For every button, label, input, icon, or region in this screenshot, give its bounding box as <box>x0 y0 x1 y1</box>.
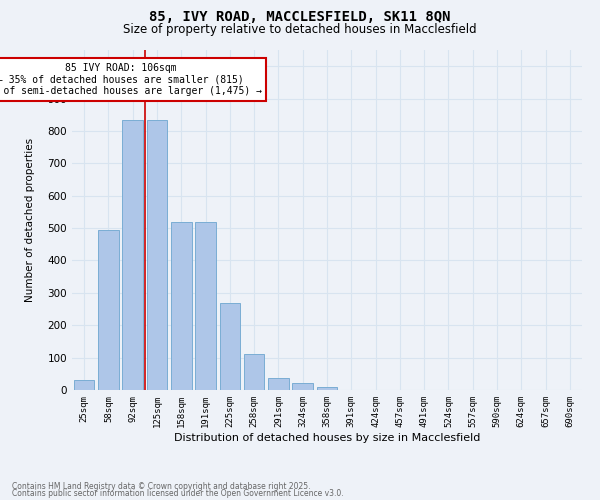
Text: 85, IVY ROAD, MACCLESFIELD, SK11 8QN: 85, IVY ROAD, MACCLESFIELD, SK11 8QN <box>149 10 451 24</box>
Text: Size of property relative to detached houses in Macclesfield: Size of property relative to detached ho… <box>123 22 477 36</box>
Bar <box>146 120 167 390</box>
Bar <box>268 378 289 390</box>
Text: Contains public sector information licensed under the Open Government Licence v3: Contains public sector information licen… <box>12 489 344 498</box>
Bar <box>122 120 143 390</box>
Bar <box>220 302 240 390</box>
Bar <box>171 222 191 390</box>
Bar <box>292 383 313 390</box>
X-axis label: Distribution of detached houses by size in Macclesfield: Distribution of detached houses by size … <box>174 432 480 442</box>
Y-axis label: Number of detached properties: Number of detached properties <box>25 138 35 302</box>
Bar <box>195 222 216 390</box>
Text: 85 IVY ROAD: 106sqm
← 35% of detached houses are smaller (815)
64% of semi-detac: 85 IVY ROAD: 106sqm ← 35% of detached ho… <box>0 63 262 96</box>
Bar <box>317 388 337 390</box>
Bar <box>74 380 94 390</box>
Bar <box>244 354 265 390</box>
Text: Contains HM Land Registry data © Crown copyright and database right 2025.: Contains HM Land Registry data © Crown c… <box>12 482 311 491</box>
Bar <box>98 230 119 390</box>
